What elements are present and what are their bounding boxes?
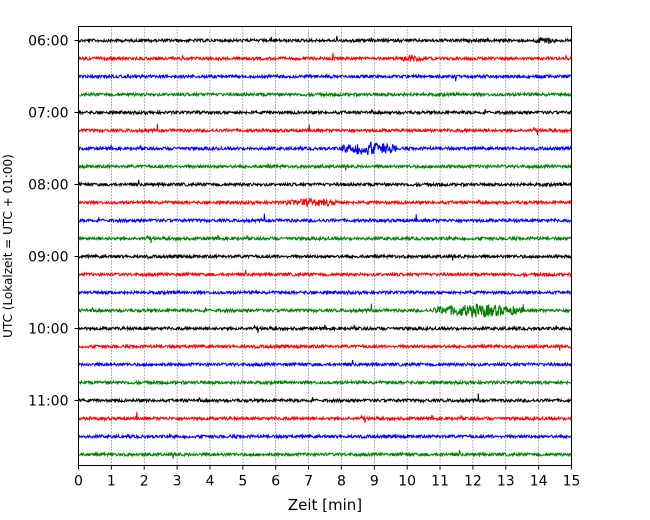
trace-line bbox=[78, 359, 572, 368]
trace-line bbox=[78, 253, 572, 261]
trace-line bbox=[78, 123, 572, 135]
trace-line bbox=[78, 412, 572, 423]
trace-line bbox=[78, 197, 572, 207]
x-axis-label: Zeit [min] bbox=[288, 496, 362, 514]
trace-line bbox=[78, 213, 572, 224]
plot-frame bbox=[78, 26, 572, 466]
trace-line bbox=[78, 379, 572, 386]
seismic-traces bbox=[78, 35, 572, 459]
trace-line bbox=[78, 35, 572, 45]
y-tick-label: 11:00 bbox=[28, 394, 68, 410]
trace-line bbox=[78, 163, 572, 171]
y-tick-label: 06:00 bbox=[28, 34, 68, 50]
y-tick-label: 08:00 bbox=[28, 178, 68, 194]
trace-line bbox=[78, 393, 572, 404]
trace-line bbox=[78, 140, 572, 156]
trace-line bbox=[78, 269, 572, 278]
x-axis-ticks: 0 1 2 3 4 5 6 7 8 9 10 11 12 13 14 15 bbox=[74, 465, 581, 490]
y-tick-label: 10:00 bbox=[28, 322, 68, 338]
x-tick-label: 11 bbox=[431, 474, 449, 490]
trace-line bbox=[78, 52, 572, 63]
trace-line bbox=[78, 289, 572, 296]
x-tick-label: 3 bbox=[173, 474, 182, 490]
trace-line bbox=[78, 303, 572, 319]
y-tick-label: 07:00 bbox=[28, 106, 68, 122]
trace-line bbox=[78, 234, 572, 243]
x-tick-label: 9 bbox=[370, 474, 379, 490]
y-axis-ticks: 06:00 07:00 08:00 09:00 10:00 11:00 bbox=[28, 34, 79, 410]
trace-line bbox=[78, 449, 572, 459]
trace-line bbox=[78, 91, 572, 98]
x-tick-label: 2 bbox=[140, 474, 149, 490]
y-axis-label: UTC (Lokalzeit = UTC + 01:00) bbox=[1, 154, 15, 338]
vertical-grid bbox=[111, 26, 539, 466]
x-tick-label: 13 bbox=[497, 474, 515, 490]
trace-line bbox=[78, 433, 572, 440]
trace-line bbox=[78, 109, 572, 116]
x-tick-label: 8 bbox=[337, 474, 346, 490]
trace-line bbox=[78, 179, 572, 188]
x-tick-label: 1 bbox=[107, 474, 116, 490]
trace-line bbox=[78, 73, 572, 82]
x-tick-label: 14 bbox=[530, 474, 548, 490]
y-tick-label: 09:00 bbox=[28, 250, 68, 266]
x-tick-label: 12 bbox=[464, 474, 482, 490]
trace-line bbox=[78, 343, 572, 351]
x-tick-label: 6 bbox=[271, 474, 280, 490]
x-tick-label: 0 bbox=[74, 474, 83, 490]
x-tick-label: 7 bbox=[304, 474, 313, 490]
x-tick-label: 15 bbox=[563, 474, 581, 490]
x-tick-label: 4 bbox=[206, 474, 215, 490]
trace-line bbox=[78, 324, 572, 333]
x-tick-label: 10 bbox=[398, 474, 416, 490]
x-tick-label: 5 bbox=[238, 474, 247, 490]
